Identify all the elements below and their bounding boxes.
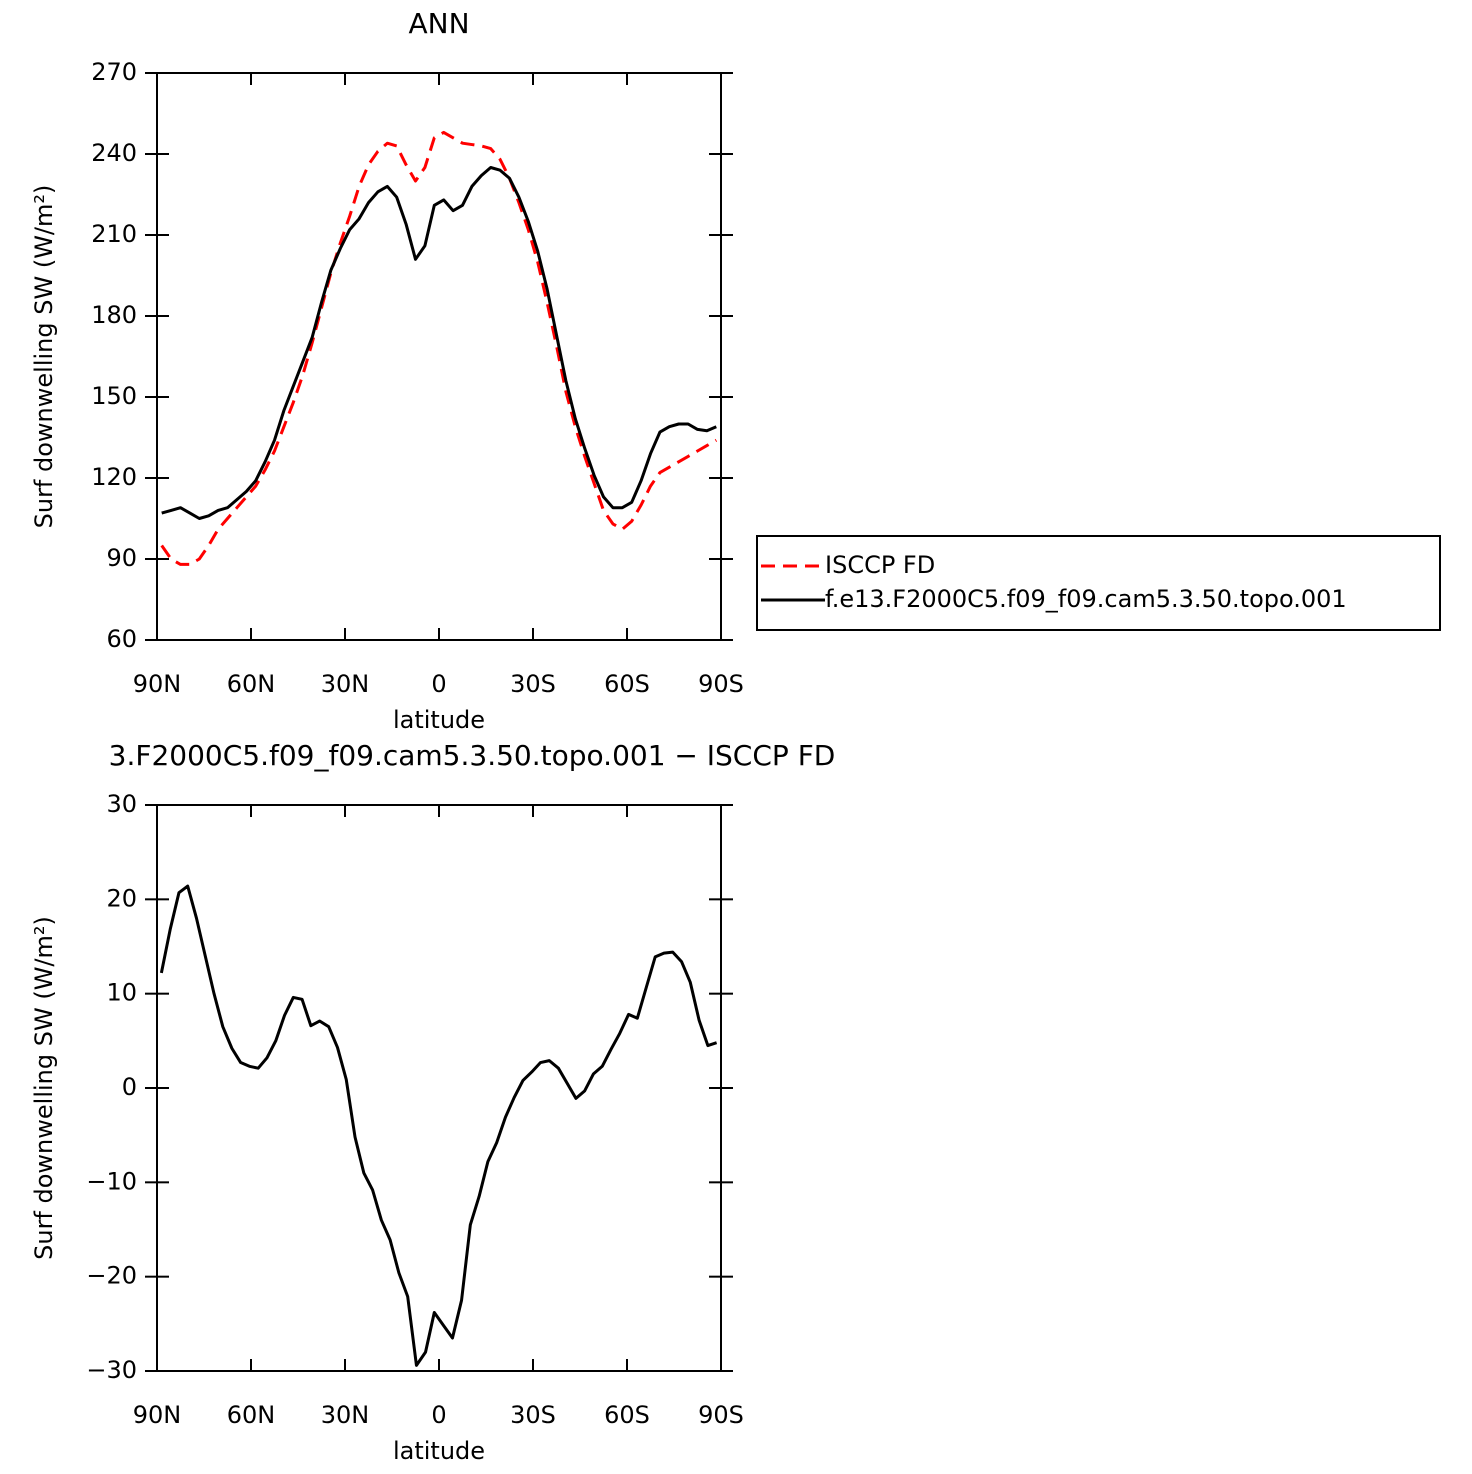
chart-title: 3.F2000C5.f09_f09.cam5.3.50.topo.001 − I…: [109, 739, 836, 772]
legend-box: [756, 535, 1441, 631]
x-axis-label: latitude: [393, 1437, 485, 1465]
legend-label: f.e13.F2000C5.f09_f09.cam5.3.50.topo.001: [825, 585, 1347, 613]
x-tick-label: 60S: [604, 1401, 650, 1429]
x-tick-label: 0: [431, 1401, 446, 1429]
y-tick-label: 10: [106, 979, 137, 1007]
x-tick-label: 60N: [227, 1401, 276, 1429]
y-tick-label: 150: [91, 382, 137, 410]
x-tick-label: 90S: [698, 1401, 744, 1429]
data-line: [160, 130, 718, 566]
y-tick-label: 240: [91, 139, 137, 167]
y-tick-label: −30: [86, 1356, 137, 1384]
y-tick-label: 210: [91, 220, 137, 248]
x-tick-label: 90N: [133, 670, 182, 698]
plot-frame: [156, 804, 722, 1372]
x-tick-label: 30N: [321, 1401, 370, 1429]
x-tick-label: 60N: [227, 670, 276, 698]
x-tick-label: 90N: [133, 1401, 182, 1429]
legend-label: ISCCP FD: [825, 551, 935, 579]
y-tick-label: 270: [91, 58, 137, 86]
y-tick-label: −20: [86, 1262, 137, 1290]
y-tick-label: 0: [122, 1073, 137, 1101]
y-tick-label: 60: [106, 625, 137, 653]
y-axis-label: Surf downwelling SW (W/m²): [30, 916, 58, 1260]
x-tick-label: 30N: [321, 670, 370, 698]
y-tick-label: 120: [91, 463, 137, 491]
x-tick-label: 0: [431, 670, 446, 698]
data-line: [159, 884, 718, 1367]
chart-title: ANN: [408, 7, 469, 40]
y-axis-label: Surf downwelling SW (W/m²): [30, 185, 58, 529]
y-tick-label: 180: [91, 301, 137, 329]
x-tick-label: 90S: [698, 670, 744, 698]
plot-frame: [156, 72, 722, 641]
data-line: [161, 166, 717, 520]
x-tick-label: 30S: [510, 1401, 556, 1429]
x-axis-label: latitude: [393, 706, 485, 734]
y-tick-label: −10: [86, 1167, 137, 1195]
x-tick-label: 60S: [604, 670, 650, 698]
x-tick-label: 30S: [510, 670, 556, 698]
y-tick-label: 90: [106, 544, 137, 572]
y-tick-label: 20: [106, 884, 137, 912]
y-tick-label: 30: [106, 790, 137, 818]
